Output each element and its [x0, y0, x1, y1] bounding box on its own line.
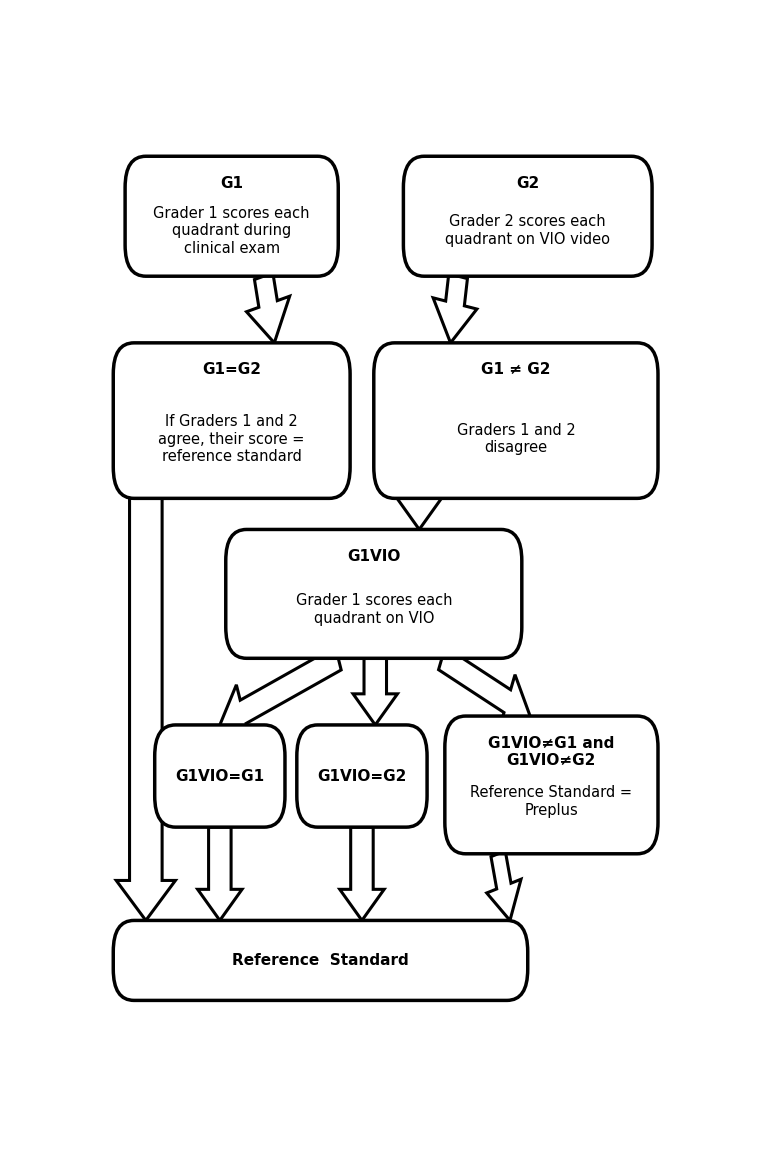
Text: Reference  Standard: Reference Standard — [232, 953, 409, 968]
Polygon shape — [397, 499, 442, 530]
Text: Reference Standard =
Preplus: Reference Standard = Preplus — [471, 785, 633, 818]
Text: G1 ≠ G2: G1 ≠ G2 — [481, 362, 551, 377]
Text: G1: G1 — [220, 175, 243, 190]
Text: Graders 1 and 2
disagree: Graders 1 and 2 disagree — [457, 424, 575, 456]
FancyBboxPatch shape — [154, 725, 285, 827]
Polygon shape — [247, 272, 290, 343]
Text: Grader 1 scores each
quadrant on VIO: Grader 1 scores each quadrant on VIO — [296, 593, 452, 625]
FancyBboxPatch shape — [403, 156, 652, 276]
FancyBboxPatch shape — [113, 343, 350, 499]
Polygon shape — [433, 273, 477, 343]
Polygon shape — [340, 827, 384, 921]
FancyBboxPatch shape — [226, 530, 522, 658]
Text: G1VIO≠G1 and
G1VIO≠G2: G1VIO≠G1 and G1VIO≠G2 — [488, 735, 614, 769]
Text: G2: G2 — [516, 175, 539, 190]
Polygon shape — [198, 827, 242, 921]
Text: G1VIO=G1: G1VIO=G1 — [175, 769, 264, 784]
Polygon shape — [439, 647, 530, 728]
Polygon shape — [353, 658, 397, 725]
FancyBboxPatch shape — [113, 921, 528, 1001]
FancyBboxPatch shape — [374, 343, 658, 499]
FancyBboxPatch shape — [445, 715, 658, 854]
Polygon shape — [116, 499, 176, 921]
Text: Grader 2 scores each
quadrant on VIO video: Grader 2 scores each quadrant on VIO vid… — [445, 215, 610, 247]
FancyBboxPatch shape — [297, 725, 427, 827]
FancyBboxPatch shape — [125, 156, 338, 276]
Polygon shape — [220, 646, 342, 739]
Polygon shape — [487, 850, 521, 921]
Text: Grader 1 scores each
quadrant during
clinical exam: Grader 1 scores each quadrant during cli… — [154, 205, 310, 255]
Text: If Graders 1 and 2
agree, their score =
reference standard: If Graders 1 and 2 agree, their score = … — [158, 414, 305, 464]
Text: G1=G2: G1=G2 — [202, 362, 261, 377]
Text: G1VIO: G1VIO — [347, 549, 400, 564]
Text: G1VIO=G2: G1VIO=G2 — [317, 769, 406, 784]
